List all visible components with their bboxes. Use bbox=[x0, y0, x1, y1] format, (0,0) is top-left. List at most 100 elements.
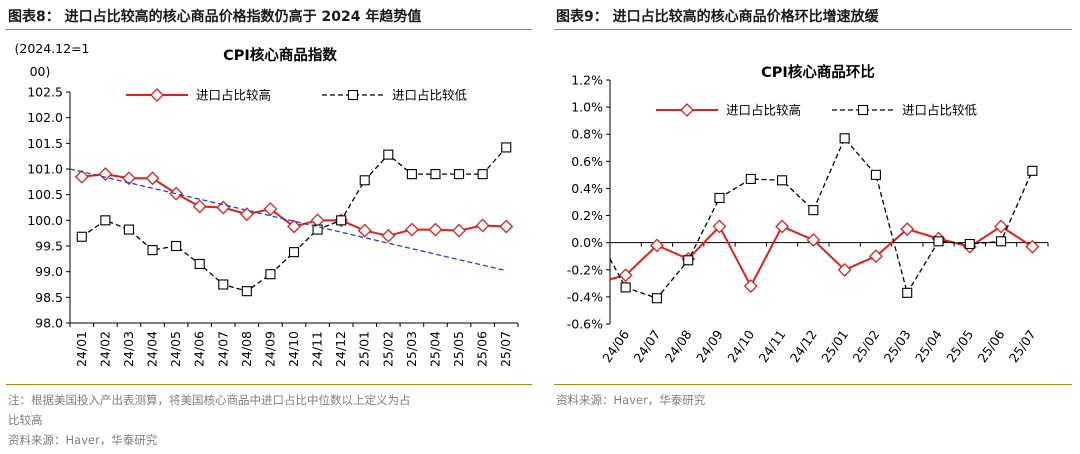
r-x-tick-label: 25/07 bbox=[1006, 327, 1039, 365]
r-series-line-1 bbox=[609, 137, 1033, 300]
l-point-1 bbox=[312, 224, 323, 235]
r-point-1 bbox=[964, 238, 975, 250]
r-point-0 bbox=[900, 222, 915, 237]
r-point-0 bbox=[806, 233, 821, 247]
r-y-tick-label: -0.6% bbox=[567, 317, 603, 332]
l-point-1 bbox=[76, 231, 87, 242]
r-point-1 bbox=[651, 293, 662, 304]
left-legend: 进口占比较高 进口占比较低 bbox=[126, 88, 468, 103]
l-point-0 bbox=[381, 228, 396, 243]
r-x-tick-label: 25/03 bbox=[881, 327, 914, 365]
r-point-0 bbox=[837, 262, 852, 277]
l-point-1 bbox=[430, 169, 441, 180]
r-x-tick-label: 24/08 bbox=[662, 327, 695, 365]
l-y-tick-label: 98.5 bbox=[35, 290, 63, 305]
r-point-1 bbox=[745, 173, 756, 185]
r-point-0 bbox=[994, 219, 1008, 234]
left-figure-title: 图表8： 进口占比较高的核心商品价格指数仍高于 2024 年趋势值 bbox=[8, 9, 422, 25]
r-point-0 bbox=[1025, 239, 1040, 254]
r-y-tick-label: 0.2% bbox=[571, 208, 603, 223]
r-x-tick-label: 25/01 bbox=[818, 327, 851, 365]
left-note-line-2: 比较高 bbox=[8, 413, 43, 427]
l-point-1 bbox=[406, 169, 417, 180]
r-x-tick-label: 24/09 bbox=[693, 327, 726, 365]
r-y-tick-label: 0.4% bbox=[571, 181, 603, 196]
l-point-0 bbox=[452, 223, 466, 238]
l-point-1 bbox=[218, 279, 229, 290]
l-series-line-1 bbox=[81, 147, 507, 292]
l-y-tick-label: 102.0 bbox=[27, 110, 63, 125]
r-y-tick-label: -0.2% bbox=[567, 262, 603, 277]
l-y-tick-label: 101.0 bbox=[27, 162, 63, 177]
r-point-1 bbox=[777, 175, 788, 186]
l-point-1 bbox=[454, 169, 465, 180]
r-x-tick-label: 25/02 bbox=[849, 327, 882, 365]
l-y-tick-label: 99.0 bbox=[35, 264, 63, 279]
r-point-0 bbox=[650, 238, 664, 253]
l-x-tick-label: 25/02 bbox=[380, 331, 395, 367]
l-point-1 bbox=[241, 286, 252, 297]
l-series-2 bbox=[69, 168, 507, 272]
l-x-tick-label: 24/01 bbox=[74, 331, 89, 367]
l-legend-marker-1 bbox=[347, 89, 359, 101]
r-point-0 bbox=[775, 219, 789, 234]
r-point-0 bbox=[712, 219, 727, 234]
r-point-1 bbox=[870, 169, 881, 180]
r-point-0 bbox=[869, 249, 883, 264]
r-legend-marker-0 bbox=[680, 103, 694, 117]
l-point-1 bbox=[288, 247, 300, 258]
r-point-1 bbox=[683, 255, 694, 266]
r-series-line-0 bbox=[609, 224, 1033, 289]
l-point-1 bbox=[100, 215, 111, 226]
l-y-tick-label: 101.5 bbox=[27, 136, 63, 151]
l-x-tick-label: 24/07 bbox=[215, 331, 230, 367]
l-point-1 bbox=[477, 169, 488, 180]
l-series-line-2 bbox=[69, 168, 507, 272]
left-ylabel-line-2: 00) bbox=[30, 64, 51, 79]
right-legend: 进口占比较高 进口占比较低 bbox=[656, 103, 978, 118]
r-point-1 bbox=[933, 236, 944, 247]
l-x-tick-label: 25/04 bbox=[427, 331, 442, 367]
l-point-1 bbox=[171, 240, 182, 252]
l-y-tick-label: 98.0 bbox=[35, 316, 63, 331]
l-point-1 bbox=[336, 215, 347, 226]
l-point-1 bbox=[194, 258, 205, 270]
l-series-0 bbox=[74, 167, 514, 243]
l-x-tick-label: 24/03 bbox=[121, 331, 136, 367]
l-x-tick-label: 24/12 bbox=[333, 331, 348, 367]
r-x-tick-label: 24/06 bbox=[599, 327, 632, 365]
r-x-tick-label: 24/10 bbox=[724, 327, 757, 365]
r-series-1 bbox=[609, 133, 1038, 304]
l-legend-label-0: 进口占比较高 bbox=[196, 88, 271, 103]
l-point-0 bbox=[357, 223, 372, 238]
l-series-1 bbox=[76, 142, 512, 297]
r-y-tick-label: 0.6% bbox=[571, 154, 603, 169]
right-chart-title: CPI核心商品环比 bbox=[761, 63, 875, 81]
l-point-0 bbox=[74, 169, 89, 184]
right-chart: CPI核心商品环比 进口占比较高 进口占比较低 -0.6% -0.4% -0.2% 0.… bbox=[567, 63, 1049, 365]
r-point-1 bbox=[1027, 165, 1038, 176]
r-point-0 bbox=[743, 279, 758, 293]
l-x-tick-label: 24/04 bbox=[145, 331, 160, 367]
left-bottom-rule bbox=[6, 384, 532, 385]
l-x-tick-label: 25/07 bbox=[498, 331, 513, 367]
l-x-tick-label: 25/03 bbox=[404, 331, 419, 367]
right-top-rule bbox=[554, 29, 1072, 30]
l-point-1 bbox=[359, 175, 370, 186]
l-legend-label-1: 进口占比较低 bbox=[392, 88, 468, 103]
l-legend-marker-0 bbox=[150, 88, 164, 102]
r-y-tick-label: 1.0% bbox=[571, 100, 603, 115]
l-point-0 bbox=[263, 202, 278, 216]
left-chart: CPI核心商品指数 (2024.12=1 00) 进口占比较高 进口占比较低 98… bbox=[15, 41, 519, 367]
l-point-1 bbox=[501, 142, 512, 153]
l-y-tick-label: 99.5 bbox=[35, 239, 63, 254]
r-y-tick-label: 1.2% bbox=[571, 73, 603, 88]
r-x-tick-label: 24/07 bbox=[630, 327, 663, 365]
r-legend-label-0: 进口占比较高 bbox=[726, 103, 801, 118]
l-x-tick-label: 24/10 bbox=[286, 331, 301, 367]
l-y-tick-label: 100.5 bbox=[27, 187, 63, 202]
r-point-1 bbox=[902, 287, 913, 298]
l-point-0 bbox=[145, 171, 160, 186]
l-point-1 bbox=[265, 269, 276, 280]
r-x-tick-label: 25/04 bbox=[912, 327, 945, 365]
